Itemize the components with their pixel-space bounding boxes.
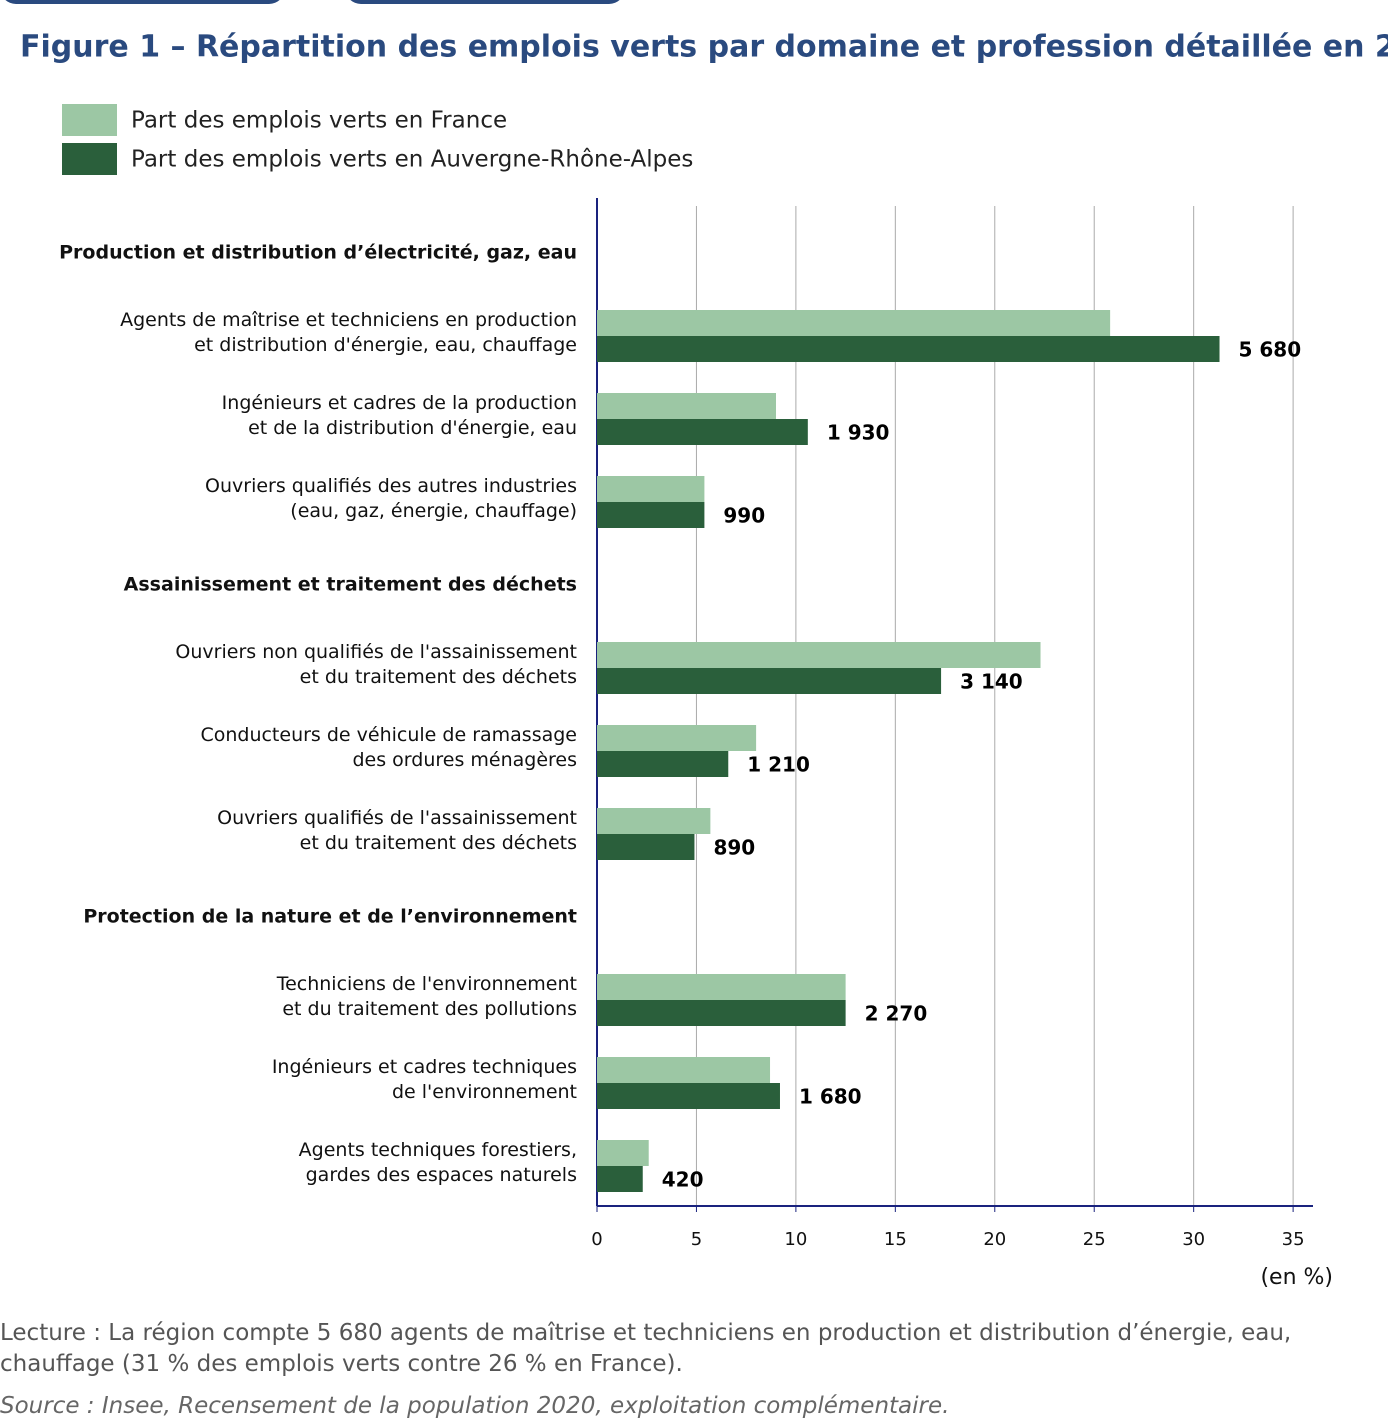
bar [597,808,711,834]
bar [597,642,1041,668]
bar [597,751,729,777]
x-tick-label: 35 [1282,1229,1305,1250]
bar [597,1057,771,1083]
bar [597,1000,846,1026]
bar [597,1166,643,1192]
value-label: 890 [713,836,755,860]
bar [597,310,1111,336]
bar [597,974,846,1000]
value-label: 3 140 [960,670,1023,694]
legend-label: Part des emplois verts en Auvergne-Rhône… [131,147,693,173]
source: Source : Insee, Recensement de la popula… [0,1393,950,1419]
y-tick-label: Agents techniques forestiers, gardes des… [298,1139,577,1186]
value-label: 1 680 [799,1085,862,1109]
x-tick-label: 0 [591,1229,602,1250]
bar [597,834,695,860]
y-tick-label: Ouvriers non qualifiés de l'assainisseme… [175,641,577,688]
y-tick-label: Ouvriers qualifiés des autres industries… [205,475,577,522]
bar [597,1140,649,1166]
chart-title: Figure 1 – Répartition des emplois verts… [20,30,1388,65]
group-header: Production et distribution d’électricité… [59,241,577,264]
note: Lecture : La région compte 5 680 agents … [0,1320,1292,1377]
y-tick-label: Techniciens de l'environnement et du tra… [276,973,577,1020]
tab-decoration [350,0,620,4]
x-tick-label: 20 [983,1229,1006,1250]
bar [597,725,757,751]
legend-label: Part des emplois verts en France [131,108,507,134]
value-label: 2 270 [865,1002,928,1026]
y-tick-label: Ingénieurs et cadres de la production et… [221,392,577,439]
value-label: 1 210 [747,753,810,777]
bar [597,336,1220,362]
value-label: 1 930 [827,421,890,445]
x-tick-label: 5 [691,1229,702,1250]
value-label: 5 680 [1239,338,1302,362]
x-tick-label: 25 [1083,1229,1106,1250]
bar [597,1083,780,1109]
group-header: Assainissement et traitement des déchets [123,573,577,596]
value-label: 420 [662,1168,704,1192]
y-tick-label: Ingénieurs et cadres techniques de l'env… [271,1056,577,1103]
y-tick-label: Ouvriers qualifiés de l'assainissement e… [217,807,577,854]
x-tick-label: 10 [784,1229,807,1250]
legend-swatch [62,104,117,136]
y-tick-label: Conducteurs de véhicule de ramassage des… [200,724,577,771]
x-axis-label: (en %) [1260,1265,1333,1290]
group-header: Protection de la nature et de l’environn… [83,905,577,928]
bar [597,393,776,419]
tab-decoration [5,0,280,4]
bar [597,476,705,502]
bar [597,502,705,528]
bar [597,419,808,445]
y-tick-label: Agents de maîtrise et techniciens en pro… [120,309,577,356]
x-tick-label: 15 [884,1229,907,1250]
value-label: 990 [723,504,765,528]
bar [597,668,942,694]
legend-swatch [62,143,117,175]
x-tick-label: 30 [1182,1229,1205,1250]
